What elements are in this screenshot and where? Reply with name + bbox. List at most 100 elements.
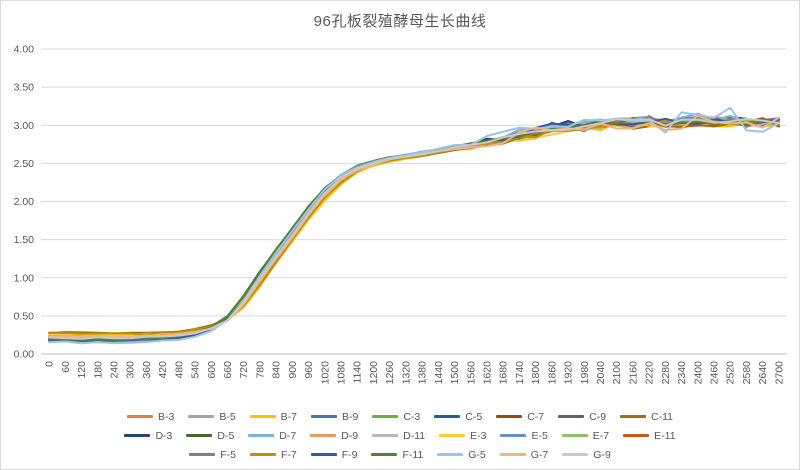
legend-item-D-7[interactable]: D-7 (248, 430, 296, 442)
series-line-G-9[interactable] (48, 117, 780, 340)
legend-label: D-3 (155, 429, 173, 442)
series-line-F-9[interactable] (48, 117, 780, 342)
legend-item-E-3[interactable]: E-3 (439, 430, 486, 442)
legend-item-D-5[interactable]: D-5 (186, 430, 234, 442)
x-tick-label: 1620 (481, 361, 493, 385)
legend-label: C-5 (465, 410, 483, 423)
legend-item-C-11[interactable]: C-11 (620, 411, 673, 423)
legend-swatch-G-9 (562, 453, 589, 456)
legend-item-F-9[interactable]: F-9 (310, 448, 358, 461)
legend-label: E-3 (470, 429, 487, 442)
series-line-E-3[interactable] (48, 117, 780, 336)
legend-swatch-F-5 (189, 453, 216, 456)
series-line-C-5[interactable] (48, 116, 780, 342)
series-line-B-3[interactable] (48, 116, 780, 339)
legend-label: C-7 (527, 410, 545, 423)
legend-swatch-C-9 (558, 415, 585, 418)
legend-item-B-9[interactable]: B-9 (311, 411, 358, 423)
x-tick-label: 2040 (595, 361, 607, 385)
x-tick-label: 1800 (530, 361, 542, 385)
legend-label: E-5 (531, 429, 548, 442)
legend-item-F-11[interactable]: F-11 (371, 449, 423, 461)
x-tick-label: 2220 (644, 361, 656, 385)
x-tick-label: 180 (92, 361, 104, 379)
legend-swatch-B-3 (126, 415, 153, 418)
x-tick-label: 2700 (773, 361, 785, 385)
series-line-D-3[interactable] (48, 116, 780, 343)
x-tick-label: 420 (157, 361, 169, 379)
x-tick-label: 480 (173, 361, 185, 379)
legend-label: C-11 (651, 410, 674, 423)
legend-label: B-5 (219, 410, 236, 423)
series-line-F-5[interactable] (48, 115, 780, 340)
legend-label: D-9 (341, 429, 359, 442)
legend-item-C-5[interactable]: C-5 (434, 411, 482, 423)
x-tick-label: 780 (254, 361, 266, 379)
series-line-D-11[interactable] (48, 115, 780, 340)
legend-label: G-7 (530, 448, 549, 461)
legend-label: F-5 (220, 448, 236, 461)
legend-item-C-9[interactable]: C-9 (558, 411, 606, 423)
x-tick-label: 1680 (498, 361, 510, 385)
x-tick-label: 2520 (725, 361, 737, 385)
legend-item-C-3[interactable]: C-3 (372, 411, 420, 423)
legend-item-G-9[interactable]: G-9 (562, 449, 611, 461)
series-line-G-7[interactable] (48, 114, 780, 338)
legend-item-B-7[interactable]: B-7 (249, 411, 297, 423)
legend-swatch-D-9 (310, 434, 337, 437)
series-line-C-7[interactable] (48, 117, 780, 339)
legend-swatch-B-9 (311, 415, 337, 418)
legend-swatch-C-3 (372, 415, 399, 418)
series-line-D-9[interactable] (48, 116, 780, 339)
legend-item-D-3[interactable]: D-3 (124, 430, 172, 442)
series-line-G-5[interactable] (48, 106, 780, 345)
series-line-C-3[interactable] (48, 117, 780, 341)
y-tick-label: 3.00 (14, 120, 35, 132)
legend-item-D-9[interactable]: D-9 (310, 430, 358, 442)
x-tick-label: 720 (238, 361, 250, 379)
x-tick-label: 1560 (465, 361, 477, 385)
legend-label: C-3 (403, 410, 421, 423)
legend-item-G-5[interactable]: G-5 (437, 449, 486, 461)
legend-swatch-D-5 (186, 434, 213, 437)
series-line-B-9[interactable] (48, 116, 780, 342)
chart-title[interactable]: 96孔板裂殖酵母生长曲线 (313, 13, 487, 30)
x-tick-label: 1140 (352, 361, 364, 384)
legend-item-F-5[interactable]: F-5 (189, 449, 236, 461)
legend-swatch-F-7 (249, 453, 276, 456)
legend-label: E-11 (654, 429, 676, 442)
x-tick-label: 1860 (546, 361, 558, 385)
series-line-F-11[interactable] (48, 117, 780, 342)
x-tick-label: 1380 (417, 361, 429, 385)
legend-item-D-11[interactable]: D-11 (372, 430, 425, 442)
legend-swatch-C-5 (434, 415, 461, 418)
legend-item-G-7[interactable]: G-7 (499, 448, 549, 461)
series-line-D-5[interactable] (48, 115, 780, 341)
x-tick-label: 2580 (741, 361, 753, 385)
legend-item-B-3[interactable]: B-3 (126, 411, 174, 423)
legend-item-B-5[interactable]: B-5 (188, 410, 236, 423)
legend-swatch-C-11 (620, 415, 647, 418)
legend-item-E-7[interactable]: E-7 (561, 430, 609, 442)
legend-item-E-5[interactable]: E-5 (500, 429, 548, 442)
series-line-B-5[interactable] (48, 118, 780, 340)
series-line-D-7[interactable] (48, 112, 780, 344)
legend-item-F-7[interactable]: F-7 (249, 449, 297, 461)
legend-swatch-F-11 (371, 453, 398, 456)
legend-swatch-B-7 (249, 415, 276, 418)
legend-swatch-B-5 (188, 415, 215, 418)
x-tick-label: 840 (271, 361, 283, 379)
legend-label: D-5 (217, 429, 235, 442)
series-line-E-5[interactable] (48, 115, 780, 342)
legend-item-E-11[interactable]: E-11 (623, 429, 676, 442)
x-tick-label: 960 (303, 361, 315, 379)
x-tick-label: 540 (190, 361, 202, 379)
legend: B-3 B-5 B-7 B-9 C-3 C-5 C-7 C-9 C-11 D-3 D-5 D-7 D-9… (1, 407, 799, 464)
legend-label: G-9 (593, 448, 611, 461)
x-tick-label: 360 (141, 361, 153, 379)
legend-item-C-7[interactable]: C-7 (496, 411, 544, 423)
x-tick-label: 600 (206, 361, 218, 379)
legend-label: F-9 (341, 448, 358, 461)
